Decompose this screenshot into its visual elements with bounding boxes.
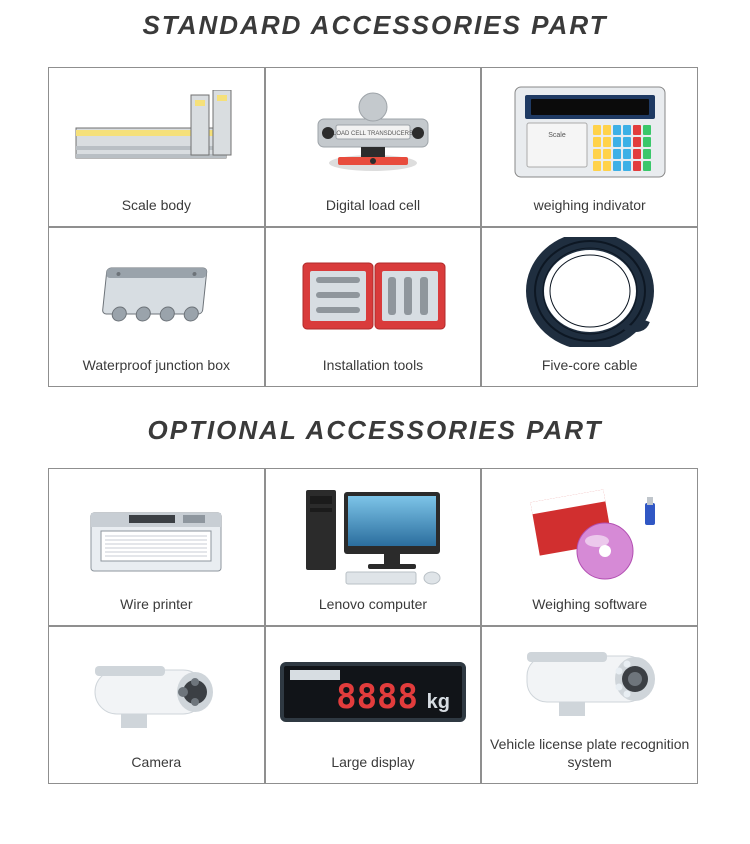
- label-toolkit: Installation tools: [323, 357, 423, 375]
- indicator-icon: Scale: [488, 71, 691, 197]
- label-cable-coil: Five-core cable: [542, 357, 638, 375]
- cell-indicator: Scale weighing indivator: [481, 67, 698, 227]
- printer-icon: [55, 479, 258, 596]
- large-display-icon: 8888 kg: [272, 637, 475, 754]
- cell-computer: Lenovo computer: [265, 468, 482, 626]
- svg-text:Scale: Scale: [548, 132, 566, 139]
- label-large-display: Large display: [331, 754, 414, 772]
- computer-icon: [272, 470, 475, 596]
- scale-body-icon: [55, 78, 258, 197]
- cell-scale-body: Scale body: [48, 67, 265, 227]
- label-indicator: weighing indivator: [534, 197, 646, 215]
- label-lpr-camera: Vehicle license plate recognition system: [488, 736, 691, 771]
- camera-icon: [55, 637, 258, 754]
- svg-text:LOAD CELL TRANSDUCERS: LOAD CELL TRANSDUCERS: [333, 131, 413, 137]
- section-title-1: OPTIONAL ACCESSORIES PART: [0, 415, 750, 446]
- grid-0: Scale body LOAD CELL TRANSDUCERS Digital…: [48, 67, 698, 387]
- label-junction-box: Waterproof junction box: [83, 357, 230, 375]
- cell-load-cell: LOAD CELL TRANSDUCERS Digital load cell: [265, 67, 482, 227]
- cell-lpr-camera: Vehicle license plate recognition system: [481, 626, 698, 784]
- cell-software: Weighing software: [481, 468, 698, 626]
- label-scale-body: Scale body: [122, 197, 191, 215]
- load-cell-icon: LOAD CELL TRANSDUCERS: [272, 78, 475, 197]
- cell-large-display: 8888 kg Large display: [265, 626, 482, 784]
- label-printer: Wire printer: [120, 596, 192, 614]
- software-icon: [488, 479, 691, 596]
- label-camera: Camera: [131, 754, 181, 772]
- cable-coil-icon: [488, 231, 691, 357]
- cell-printer: Wire printer: [48, 468, 265, 626]
- cell-cable-coil: Five-core cable: [481, 227, 698, 387]
- junction-box-icon: [55, 238, 258, 357]
- label-load-cell: Digital load cell: [326, 197, 420, 215]
- label-computer: Lenovo computer: [319, 596, 427, 614]
- svg-text:kg: kg: [427, 691, 450, 713]
- cell-toolkit: Installation tools: [265, 227, 482, 387]
- section-title-0: STANDARD ACCESSORIES PART: [0, 10, 750, 41]
- toolkit-icon: [272, 238, 475, 357]
- cell-junction-box: Waterproof junction box: [48, 227, 265, 387]
- cell-camera: Camera: [48, 626, 265, 784]
- label-software: Weighing software: [532, 596, 647, 614]
- grid-1: Wire printer Lenovo computer: [48, 468, 698, 784]
- lpr-camera-icon: [488, 630, 691, 736]
- svg-text:8888: 8888: [336, 677, 418, 717]
